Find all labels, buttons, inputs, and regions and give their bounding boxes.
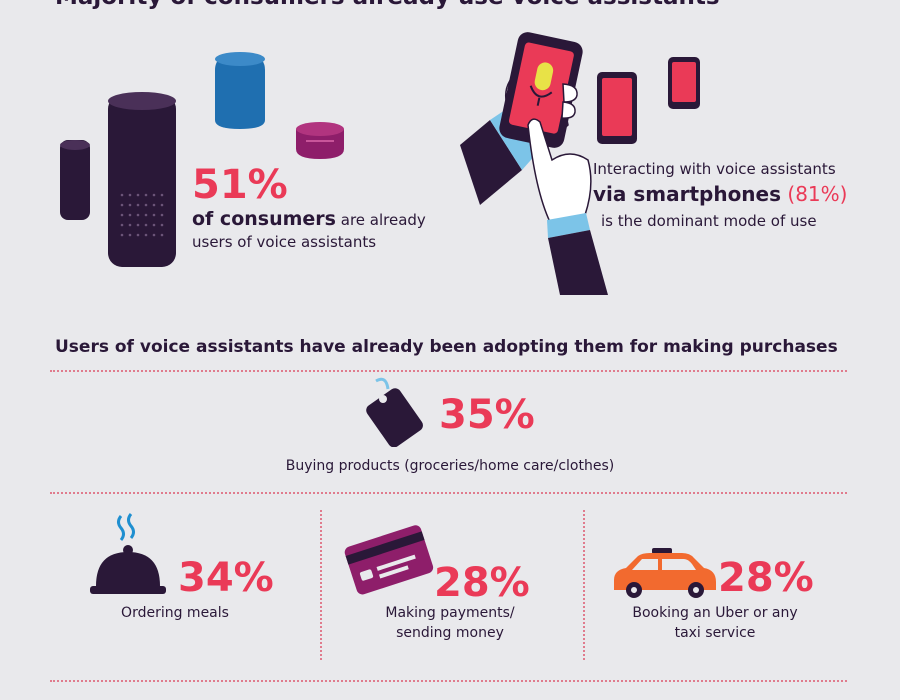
credit-card-icon bbox=[344, 525, 434, 595]
consumers-bold-text: of consumers bbox=[192, 208, 336, 230]
item-percent-taxi: 28% bbox=[718, 555, 814, 601]
taxi-car-icon bbox=[614, 548, 716, 598]
item-label-payments-2: sending money bbox=[396, 625, 504, 641]
consumers-text-1: are already bbox=[335, 211, 426, 229]
item-percent-meals: 34% bbox=[178, 555, 274, 601]
divider bbox=[50, 370, 847, 372]
purchases-heading: Users of voice assistants have already b… bbox=[55, 337, 838, 357]
divider bbox=[320, 510, 322, 660]
hand-phone-icon bbox=[460, 32, 700, 295]
price-tag-icon bbox=[366, 377, 423, 447]
food-cloche-icon bbox=[90, 513, 166, 594]
smart-speakers-icon bbox=[60, 52, 344, 267]
smartphones-text-2: is the dominant mode of use bbox=[601, 212, 817, 230]
item-label-buying: Buying products (groceries/home care/clo… bbox=[285, 458, 615, 474]
divider bbox=[50, 492, 847, 494]
smartphones-text-1: Interacting with voice assistants bbox=[593, 160, 836, 178]
smartphones-percent: (81%) bbox=[787, 182, 848, 206]
item-label-taxi: Booking an Uber or any bbox=[632, 605, 798, 621]
item-label-taxi-2: taxi service bbox=[674, 625, 756, 641]
item-percent-payments: 28% bbox=[434, 560, 530, 606]
consumers-text-2: users of voice assistants bbox=[192, 233, 377, 251]
item-percent-buying: 35% bbox=[439, 392, 535, 438]
consumers-percent: 51% bbox=[192, 162, 288, 208]
smartphones-bold-text: via smartphones bbox=[593, 182, 782, 206]
divider bbox=[50, 680, 847, 682]
item-label-payments: Making payments/ bbox=[385, 605, 515, 621]
divider bbox=[583, 510, 585, 660]
item-label-meals: Ordering meals bbox=[121, 605, 229, 621]
page-title: Majority of consumers already use voice … bbox=[55, 0, 720, 10]
